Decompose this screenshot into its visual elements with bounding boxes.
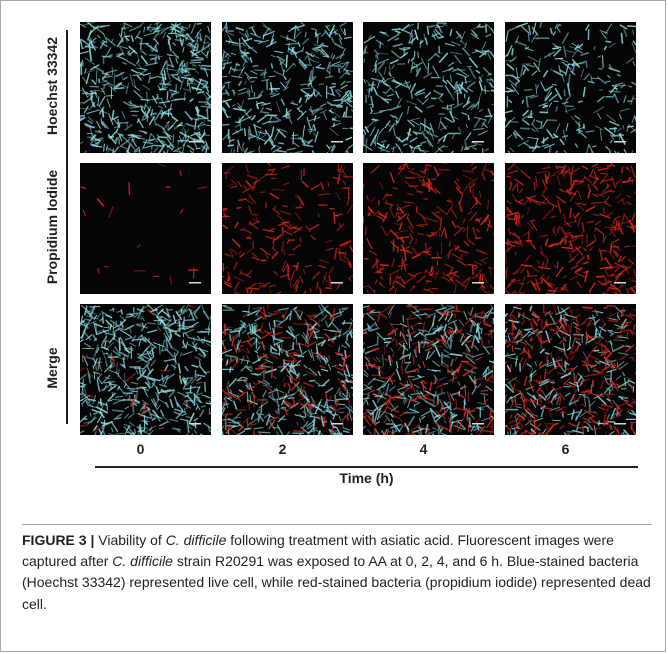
caption-separator: [22, 524, 652, 635]
caption-text-2: following treatment with asiatic acid. F…: [22, 532, 614, 570]
micrograph-propidium-iodide-4h: [363, 163, 494, 294]
row-label-propidium-iodide: Propidium Iodide: [44, 169, 60, 285]
row-label-merge: Merge: [44, 347, 60, 389]
micrograph-propidium-iodide-0h: [80, 163, 211, 294]
figure-caption: FIGURE 3 | Viability of C. difficile fol…: [22, 530, 652, 615]
micrograph-propidium-iodide-2h: [222, 163, 353, 294]
micrograph-merge-4h: [363, 304, 494, 435]
micrograph-hoechst-0h: [80, 22, 211, 153]
time-axis-rule: [95, 466, 638, 468]
time-label-2: 2: [278, 441, 287, 457]
caption-text-1: Viability of: [94, 532, 166, 548]
time-label-6: 6: [561, 441, 570, 457]
row-label-hoechst: Hoechst 33342: [44, 36, 60, 136]
row-axis-rule: [66, 30, 68, 424]
micrograph-merge-6h: [505, 304, 636, 435]
micrograph-merge-2h: [222, 304, 353, 435]
caption-label: FIGURE 3 |: [22, 532, 95, 548]
caption-species-1: C. difficile: [165, 532, 227, 548]
micrograph-hoechst-6h: [505, 22, 636, 153]
time-label-0: 0: [136, 441, 145, 457]
micrograph-merge-0h: [80, 304, 211, 435]
time-axis-title: Time (h): [339, 470, 394, 486]
micrograph-hoechst-2h: [222, 22, 353, 153]
time-label-4: 4: [419, 441, 428, 457]
micrograph-propidium-iodide-6h: [505, 163, 636, 294]
caption-text-3: strain R20291 was exposed to AA at 0, 2,…: [22, 553, 651, 612]
micrograph-hoechst-4h: [363, 22, 494, 153]
caption-species-2: C. difficile: [112, 553, 173, 570]
